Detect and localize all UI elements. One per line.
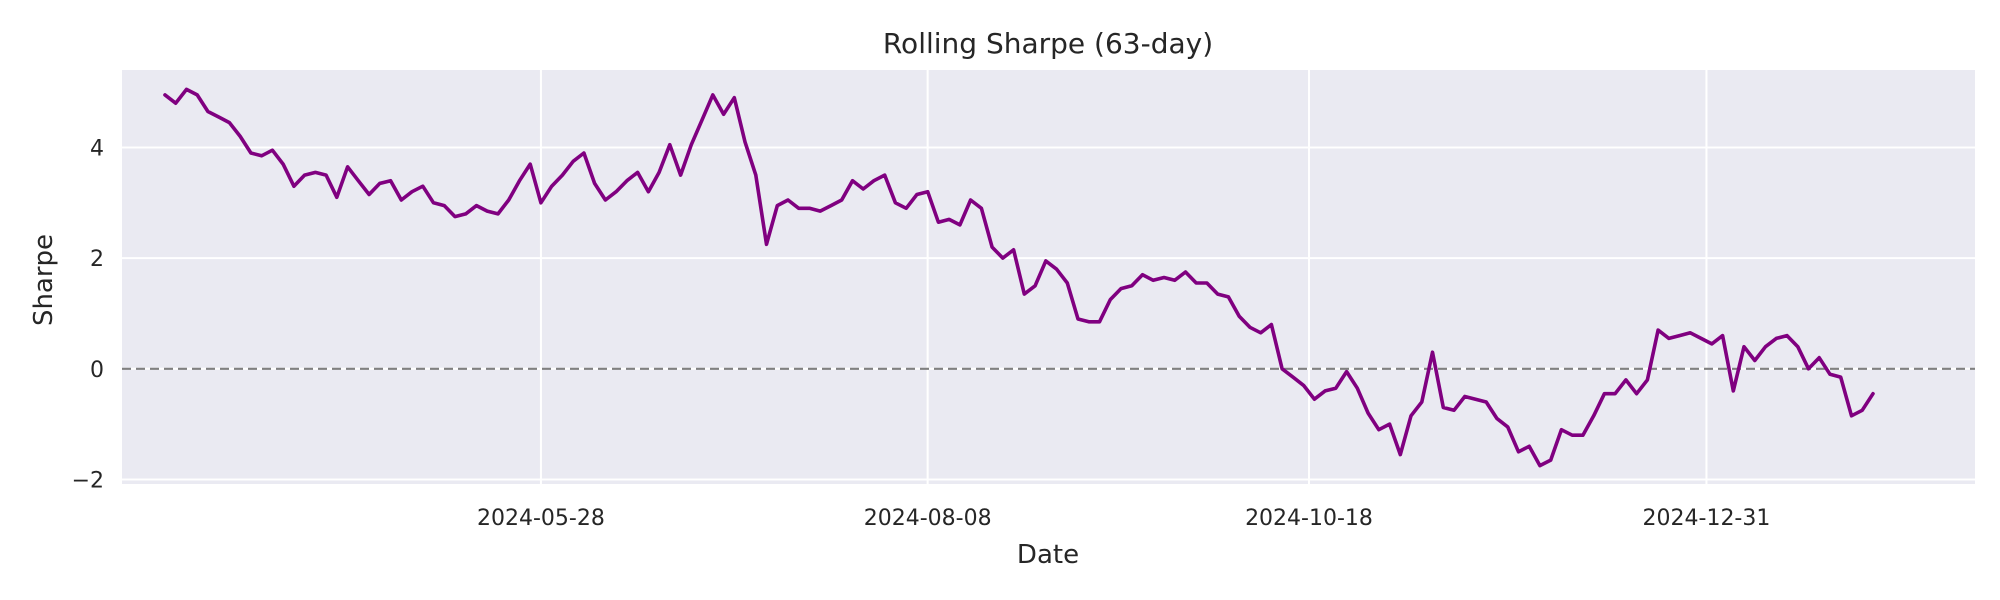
- y-tick-label: 0: [90, 358, 104, 383]
- sharpe-series-line: [163, 87, 1875, 468]
- y-axis-ticks: −2 0 2 4: [72, 136, 104, 493]
- chart-title: Rolling Sharpe (63-day): [883, 27, 1213, 60]
- y-tick-label: 2: [90, 247, 104, 272]
- x-tick-label: 2024-12-31: [1643, 506, 1771, 531]
- x-tick-label: 2024-10-18: [1245, 506, 1373, 531]
- y-axis-label: Sharpe: [29, 234, 59, 326]
- y-tick-label: −2: [72, 468, 104, 493]
- x-tick-label: 2024-05-28: [477, 506, 605, 531]
- y-tick-label: 4: [90, 136, 104, 161]
- plot-background: [122, 70, 1975, 485]
- x-axis-ticks: 2024-05-28 2024-08-08 2024-10-18 2024-12-31: [477, 506, 1770, 531]
- x-axis-label: Date: [1017, 540, 1079, 570]
- x-tick-label: 2024-08-08: [864, 506, 992, 531]
